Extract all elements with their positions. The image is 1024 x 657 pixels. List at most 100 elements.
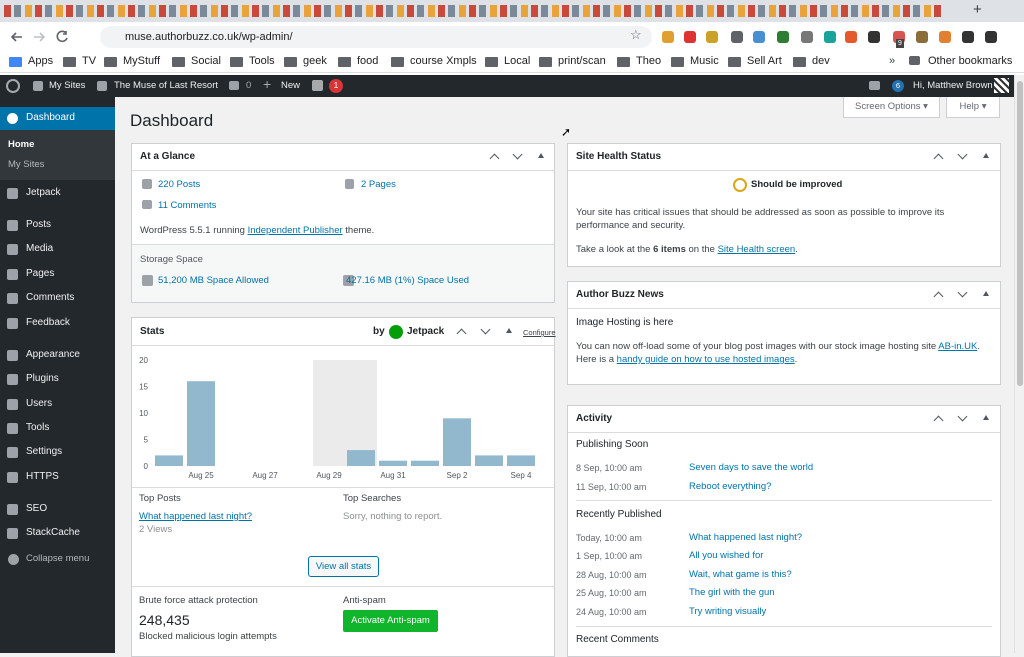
menu-item[interactable]: Jetpack xyxy=(26,187,61,198)
activity-link[interactable]: All you wished for xyxy=(689,550,764,561)
configure[interactable]: Configure xyxy=(523,328,556,337)
url[interactable]: muse.authorbuzz.co.uk/wp-admin/ xyxy=(125,31,293,43)
menu-item[interactable]: Settings xyxy=(26,446,63,457)
wp-logo[interactable] xyxy=(6,79,20,93)
other-bookmarks[interactable]: Other bookmarks xyxy=(928,55,1013,67)
move-down[interactable] xyxy=(480,324,491,335)
pages-link[interactable]: 2 Pages xyxy=(361,179,396,190)
space-used[interactable]: 427.16 MB (1%) Space Used xyxy=(346,275,470,286)
menu-item[interactable]: HTTPS xyxy=(26,471,59,482)
move-up[interactable] xyxy=(933,415,944,426)
site-name[interactable]: The Muse of Last Resort xyxy=(114,80,219,91)
menu-item[interactable]: SEO xyxy=(26,503,48,514)
screen-options[interactable]: Screen Options ▾ xyxy=(843,97,940,118)
menu-item[interactable]: Appearance xyxy=(26,349,80,360)
help[interactable]: Help ▾ xyxy=(946,97,1000,118)
collapse-menu[interactable]: Collapse menu xyxy=(26,553,90,564)
move-up[interactable] xyxy=(933,153,944,164)
bookmark[interactable]: TV xyxy=(82,55,97,67)
avatar[interactable] xyxy=(994,78,1009,93)
move-down[interactable] xyxy=(957,287,968,298)
updates-badge[interactable]: 1 xyxy=(329,79,343,93)
activity-link[interactable]: What happened last night? xyxy=(689,532,803,543)
submenu-item[interactable]: My Sites xyxy=(8,159,45,170)
help-label[interactable]: Help xyxy=(959,101,980,112)
extension-icon[interactable] xyxy=(684,31,696,43)
menu-item[interactable]: Dashboard xyxy=(26,112,75,123)
posts-link[interactable]: 220 Posts xyxy=(158,179,201,190)
extension-icon[interactable] xyxy=(916,31,928,43)
menu-item[interactable]: Feedback xyxy=(26,317,70,328)
menu-item[interactable]: Media xyxy=(26,243,54,254)
extension-icon[interactable] xyxy=(777,31,789,43)
extension-icon[interactable] xyxy=(731,31,743,43)
bookmark[interactable]: course Xmpls xyxy=(410,55,477,67)
bookmark[interactable]: MyStuff xyxy=(123,55,161,67)
bookmark[interactable]: dev xyxy=(812,55,830,67)
bookmark[interactable]: print/scan xyxy=(558,55,606,67)
menu-item[interactable]: Plugins xyxy=(26,373,59,384)
nav-buttons[interactable] xyxy=(0,22,90,52)
move-down[interactable] xyxy=(512,149,523,160)
activate-antispam[interactable]: Activate Anti-spam xyxy=(343,610,438,632)
bookmark[interactable]: geek xyxy=(303,55,327,67)
comment-count[interactable]: 0 xyxy=(246,80,252,91)
extension-icon[interactable] xyxy=(662,31,674,43)
view-all-stats[interactable]: View all stats xyxy=(308,556,379,577)
menu-item[interactable]: Tools xyxy=(26,422,50,433)
activity-link[interactable]: The girl with the gun xyxy=(689,587,775,598)
extension-icon[interactable] xyxy=(939,31,951,43)
toggle[interactable] xyxy=(983,415,989,420)
bookmark[interactable]: Music xyxy=(690,55,719,67)
bookmark[interactable]: Sell Art xyxy=(747,55,782,67)
extension-icon[interactable] xyxy=(753,31,765,43)
menu-item[interactable]: Comments xyxy=(26,292,75,303)
extension-icon[interactable] xyxy=(845,31,857,43)
move-down[interactable] xyxy=(957,149,968,160)
my-sites[interactable]: My Sites xyxy=(49,80,86,91)
guide-link[interactable]: handy guide on how to use hosted images xyxy=(616,354,795,365)
move-up[interactable] xyxy=(489,153,500,164)
scroll-thumb[interactable] xyxy=(1017,81,1023,386)
activity-link[interactable]: Reboot everything? xyxy=(689,481,772,492)
screen-options-label[interactable]: Screen Options xyxy=(855,101,921,112)
site-health-link[interactable]: Site Health screen xyxy=(717,244,796,255)
toggle[interactable] xyxy=(983,153,989,158)
comments-link[interactable]: 11 Comments xyxy=(158,200,217,211)
menu-item[interactable]: StackCache xyxy=(26,527,80,538)
extension-icon[interactable] xyxy=(706,31,718,43)
theme-link[interactable]: Independent Publisher xyxy=(247,225,343,236)
activity-link[interactable]: Try writing visually xyxy=(689,606,767,617)
toggle[interactable] xyxy=(506,328,512,333)
menu-item[interactable]: Pages xyxy=(26,268,55,279)
new-tab-button[interactable]: + xyxy=(973,1,982,18)
bookmark-star[interactable]: ☆ xyxy=(630,27,642,42)
top-post-link[interactable]: What happened last night? xyxy=(139,511,253,522)
bookmarks-more[interactable]: » xyxy=(889,55,896,67)
extension-icon[interactable] xyxy=(824,31,836,43)
move-down[interactable] xyxy=(957,411,968,422)
new[interactable]: New xyxy=(281,80,301,91)
greeting[interactable]: Hi, Matthew Brown xyxy=(913,80,993,91)
bookmark[interactable]: Social xyxy=(191,55,221,67)
bookmark[interactable]: Tools xyxy=(249,55,275,67)
submenu-item[interactable]: Home xyxy=(8,139,35,150)
space-allowed[interactable]: 51,200 MB Space Allowed xyxy=(158,275,269,286)
omnibox[interactable] xyxy=(100,26,652,48)
move-up[interactable] xyxy=(456,328,467,339)
activity-link[interactable]: Seven days to save the world xyxy=(689,462,814,473)
move-up[interactable] xyxy=(933,291,944,302)
bookmark[interactable]: Apps xyxy=(28,55,54,67)
extension-icon[interactable] xyxy=(868,31,880,43)
menu-item[interactable]: Posts xyxy=(26,219,52,230)
menu-item[interactable]: Users xyxy=(26,398,53,409)
bookmark[interactable]: Local xyxy=(504,55,531,67)
activity-link[interactable]: Wait, what game is this? xyxy=(689,569,792,580)
toggle[interactable] xyxy=(983,291,989,296)
bookmark[interactable]: Theo xyxy=(636,55,662,67)
extension-icon[interactable] xyxy=(985,31,997,43)
extension-icon[interactable] xyxy=(962,31,974,43)
bookmark[interactable]: food xyxy=(357,55,379,67)
ab-link[interactable]: AB-in.UK xyxy=(938,341,978,352)
extension-icon[interactable] xyxy=(801,31,813,43)
